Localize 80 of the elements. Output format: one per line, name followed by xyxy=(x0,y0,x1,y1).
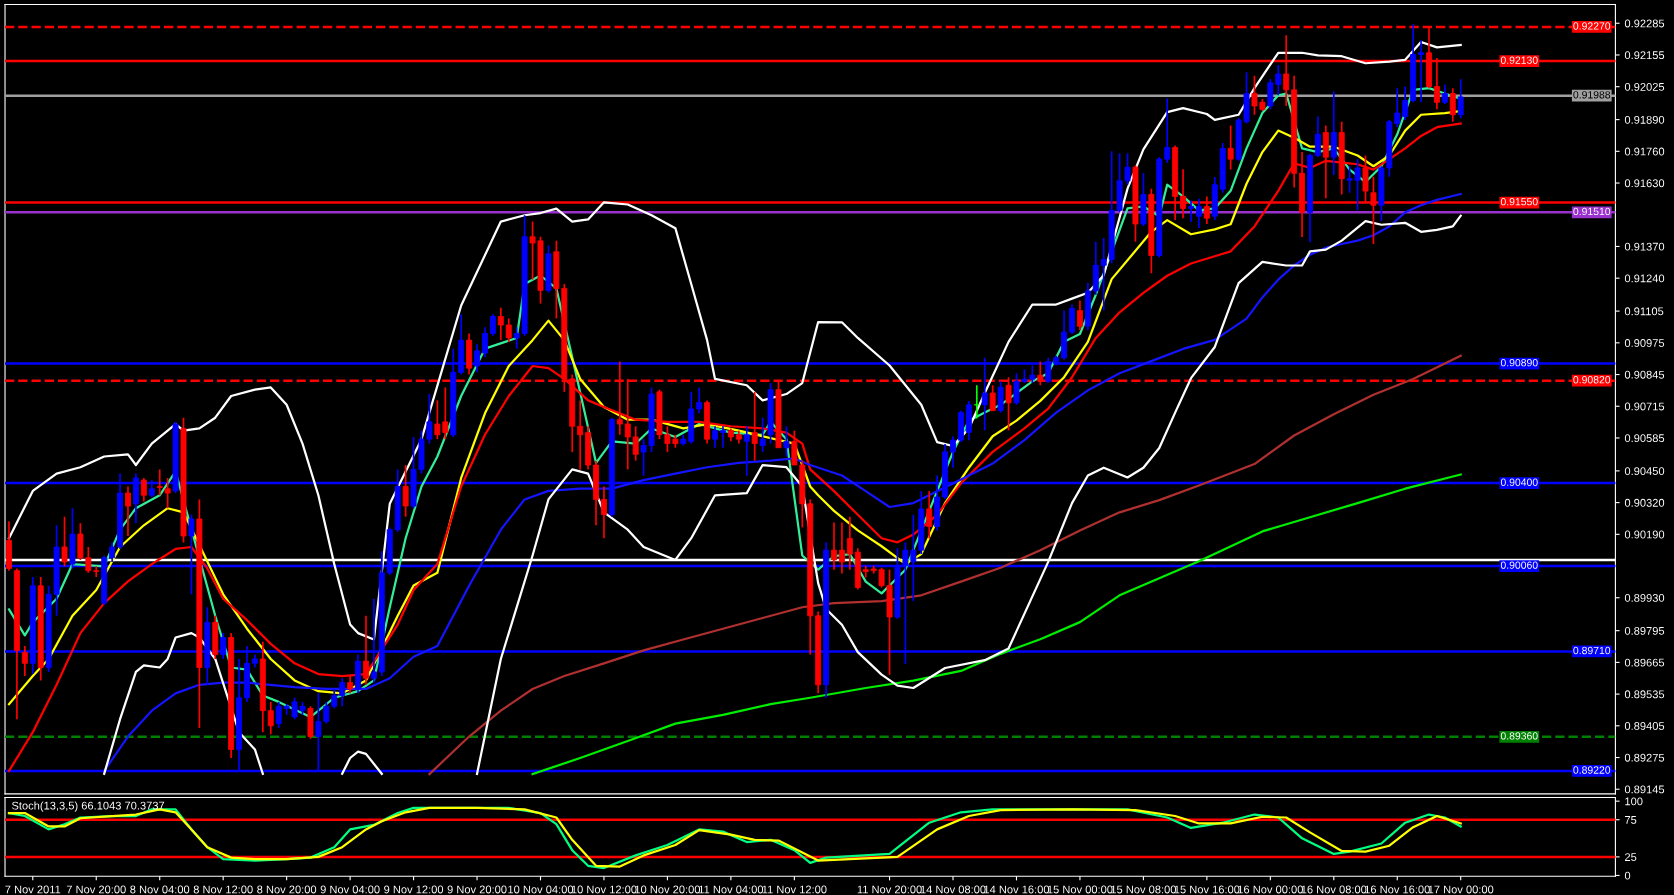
y-tick-label: 0.92025 xyxy=(1624,82,1665,91)
candlestick xyxy=(545,244,552,294)
x-tick-label: 15 Nov 00:00 xyxy=(1047,885,1113,894)
y-tick-label: 0.89930 xyxy=(1624,594,1665,602)
candlestick xyxy=(307,705,314,740)
y-tick-label: 0.90450 xyxy=(1624,467,1665,476)
candlestick xyxy=(1140,172,1147,227)
candlestick xyxy=(767,382,774,445)
ref-line-label: 0.92130 xyxy=(1500,56,1538,64)
y-tick-label: 25 xyxy=(1625,853,1637,862)
ref-line-label: 0.91550 xyxy=(1500,197,1538,206)
line-series xyxy=(341,750,383,775)
y-tick-label: 0.89275 xyxy=(1624,753,1665,762)
line-series xyxy=(103,632,264,775)
x-tick-label: 7 Nov 20:00 xyxy=(66,885,126,894)
candlestick xyxy=(402,464,409,518)
x-tick-label: 14 Nov 08:00 xyxy=(920,885,986,894)
y-tick-label: 0.91760 xyxy=(1624,147,1665,156)
ref-line-label: 0.90400 xyxy=(1500,478,1538,486)
x-tick-label: 10 Nov 12:00 xyxy=(571,885,637,894)
y-tick-label: 0.91630 xyxy=(1624,179,1665,188)
ref-line-label: 0.91988 xyxy=(1573,91,1611,99)
ref-line-label: 0.90890 xyxy=(1500,358,1538,367)
y-tick-label: 0 xyxy=(1624,871,1631,880)
x-tick-label: 11 Nov 20:00 xyxy=(857,885,922,894)
ref-line-label: 0.89360 xyxy=(1500,732,1538,740)
candlestick xyxy=(759,416,766,453)
y-tick-label: 0.90320 xyxy=(1624,498,1665,507)
line-series xyxy=(428,354,1462,776)
x-tick-label: 17 Nov 00:00 xyxy=(1428,885,1494,894)
x-tick-label: 16 Nov 16:00 xyxy=(1365,885,1430,894)
annotation: Stoch(13,3,5) 66.1043 70.3737 xyxy=(11,801,165,812)
y-tick-label: 0.90585 xyxy=(1624,434,1665,443)
ref-line-label: 0.89710 xyxy=(1573,646,1611,655)
x-tick-label: 8 Nov 04:00 xyxy=(130,885,190,894)
ref-line-label: 0.90820 xyxy=(1573,376,1611,384)
x-tick-label: 14 Nov 16:00 xyxy=(984,885,1050,894)
y-tick-label: 0.90975 xyxy=(1624,339,1665,347)
x-tick-label: 10 Nov 20:00 xyxy=(635,885,701,894)
y-tick-label: 0.91240 xyxy=(1624,274,1665,283)
x-tick-label: 10 Nov 04:00 xyxy=(508,885,574,894)
y-tick-label: 0.90715 xyxy=(1624,402,1665,411)
y-tick-label: 0.89145 xyxy=(1624,785,1665,794)
candlestick xyxy=(196,498,203,729)
candlestick xyxy=(61,515,68,568)
ref-line-label: 0.91510 xyxy=(1573,207,1611,216)
x-tick-label: 16 Nov 00:00 xyxy=(1238,885,1303,894)
y-tick-label: 0.92285 xyxy=(1624,19,1665,28)
x-tick-label: 7 Nov 2011 xyxy=(5,885,61,894)
candlestick xyxy=(783,425,790,458)
y-tick-label: 0.91890 xyxy=(1624,115,1665,124)
y-tick-label: 0.89665 xyxy=(1624,658,1665,667)
candlestick xyxy=(1227,124,1234,171)
y-tick-label: 0.90190 xyxy=(1624,530,1665,539)
y-tick-label: 0.89535 xyxy=(1624,690,1665,699)
y-tick-label: 0.89795 xyxy=(1624,626,1665,635)
x-tick-label: 8 Nov 12:00 xyxy=(193,885,253,894)
ref-line-label: 0.92270 xyxy=(1573,22,1611,30)
y-tick-label: 0.91105 xyxy=(1624,307,1664,316)
candlestick xyxy=(180,416,187,544)
y-tick-label: 0.89405 xyxy=(1624,722,1665,730)
x-tick-label: 8 Nov 20:00 xyxy=(257,885,317,894)
y-tick-label: 0.92155 xyxy=(1624,51,1665,60)
x-tick-label: 16 Nov 08:00 xyxy=(1301,885,1367,894)
x-tick-label: 15 Nov 16:00 xyxy=(1174,885,1240,894)
y-tick-label: 0.90845 xyxy=(1624,370,1665,379)
y-tick-label: 0.91370 xyxy=(1624,242,1665,251)
x-tick-label: 9 Nov 20:00 xyxy=(447,885,507,894)
ref-line-label: 0.90060 xyxy=(1500,561,1538,569)
x-tick-label: 11 Nov 12:00 xyxy=(762,885,827,894)
candlestick xyxy=(164,477,171,510)
ref-line-label: 0.89220 xyxy=(1573,766,1611,774)
line-series xyxy=(103,192,1462,773)
y-tick-label: 75 xyxy=(1625,816,1637,824)
x-tick-label: 9 Nov 04:00 xyxy=(320,885,380,894)
line-series xyxy=(531,473,1462,776)
x-tick-label: 9 Nov 12:00 xyxy=(384,885,444,894)
y-tick-label: 100 xyxy=(1625,797,1643,806)
candlestick xyxy=(997,380,1004,414)
x-tick-label: 11 Nov 04:00 xyxy=(699,885,764,894)
